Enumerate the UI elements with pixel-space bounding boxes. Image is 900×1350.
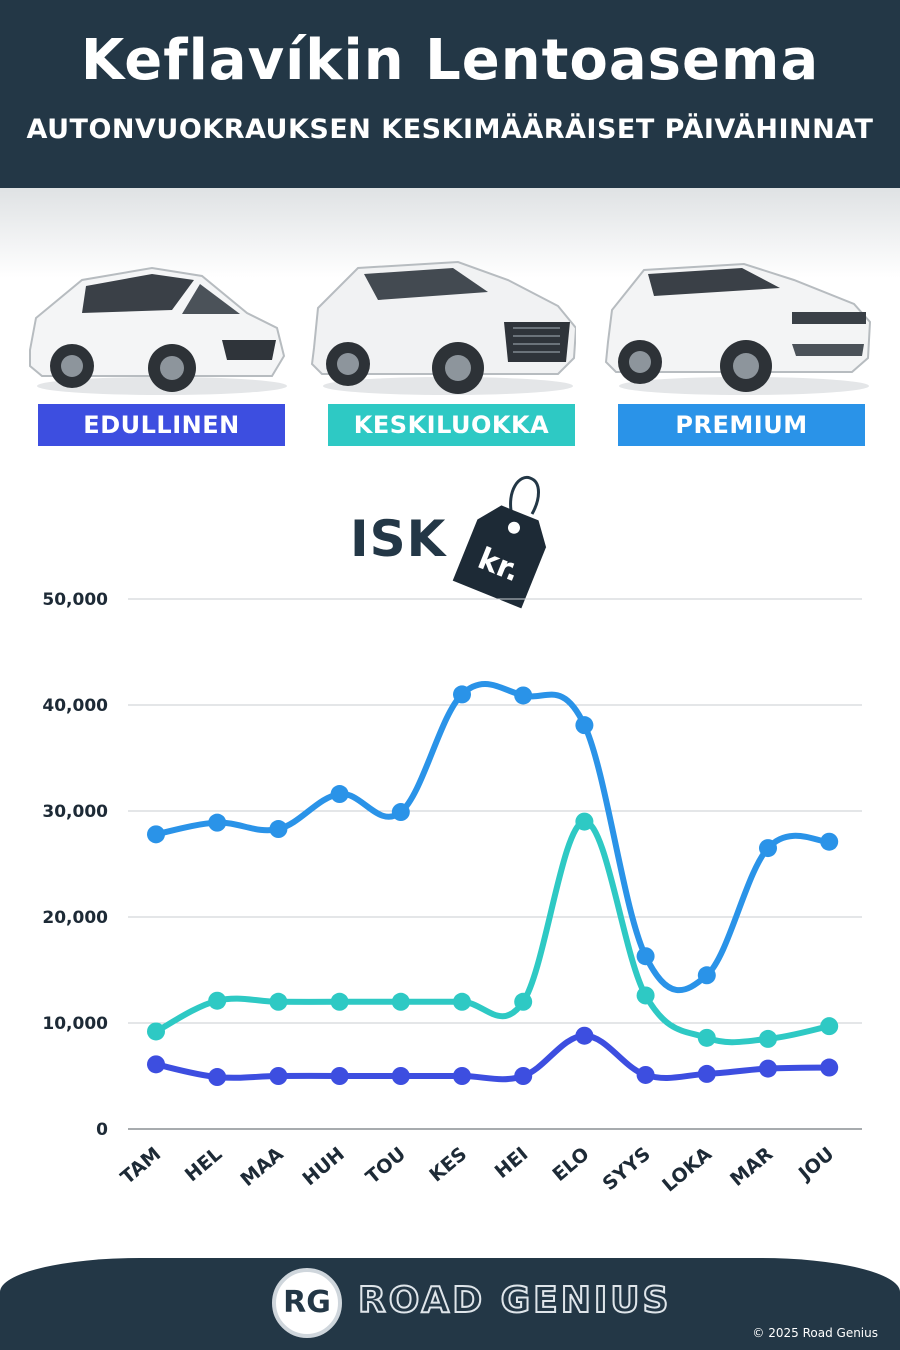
data-point bbox=[820, 1017, 839, 1036]
data-point bbox=[269, 1067, 288, 1085]
y-tick-label: 50,000 bbox=[42, 590, 108, 610]
suv-car-image bbox=[310, 260, 576, 395]
x-tick-label: KES bbox=[425, 1143, 471, 1186]
data-point bbox=[453, 992, 471, 1011]
data-point bbox=[514, 1067, 533, 1085]
data-point bbox=[575, 716, 594, 735]
data-point bbox=[453, 1067, 471, 1085]
data-point bbox=[514, 686, 533, 705]
x-axis-ticks: TAM HEL MAA HUH TOU KES HEI ELO SYYS LOKA MAR JOU bbox=[117, 1143, 839, 1197]
y-tick-label: 20,000 bbox=[42, 908, 108, 928]
header-banner: Keflavíkin Lentoasema AUTONVUOKRAUKSEN K… bbox=[0, 0, 900, 188]
category-badge-budget: EDULLINEN bbox=[38, 404, 285, 446]
data-point bbox=[759, 1059, 777, 1078]
x-tick-label: TOU bbox=[362, 1143, 410, 1188]
footer-bar bbox=[0, 1258, 900, 1350]
y-tick-label: 0 bbox=[96, 1120, 108, 1140]
data-point bbox=[636, 986, 655, 1005]
y-tick-label: 10,000 bbox=[42, 1014, 108, 1034]
data-point bbox=[820, 832, 839, 851]
data-point bbox=[269, 992, 288, 1011]
x-tick-label: HEI bbox=[491, 1143, 533, 1183]
y-axis-ticks: 0 10,000 20,000 30,000 40,000 50,000 bbox=[42, 590, 108, 1140]
data-point bbox=[636, 1065, 655, 1084]
luxury-suv-car-image bbox=[604, 262, 872, 395]
data-point bbox=[330, 1067, 349, 1085]
x-tick-label: HUH bbox=[298, 1143, 348, 1190]
x-tick-label: ELO bbox=[548, 1143, 593, 1186]
y-tick-label: 30,000 bbox=[42, 802, 108, 822]
price-tag-icon: kr. bbox=[452, 475, 547, 609]
page-subtitle: AUTONVUOKRAUKSEN KESKIMÄÄRÄISET PÄIVÄHIN… bbox=[26, 114, 874, 145]
data-point bbox=[391, 803, 410, 822]
chart-series bbox=[147, 681, 839, 1087]
data-point bbox=[575, 812, 594, 831]
x-tick-label: HEL bbox=[181, 1143, 227, 1186]
data-point bbox=[514, 992, 533, 1011]
x-tick-label: SYYS bbox=[599, 1143, 655, 1195]
category-badge-premium: PREMIUM bbox=[618, 404, 865, 446]
data-point bbox=[453, 685, 471, 704]
data-point bbox=[208, 1068, 227, 1087]
data-point bbox=[697, 1064, 716, 1083]
x-tick-label: MAA bbox=[236, 1143, 287, 1191]
x-tick-label: TAM bbox=[117, 1143, 166, 1189]
data-point bbox=[391, 1067, 410, 1085]
y-tick-label: 40,000 bbox=[42, 696, 108, 716]
brand-name: ROAD GENIUS bbox=[357, 1279, 672, 1322]
data-point bbox=[697, 966, 716, 985]
copyright-text: © 2025 Road Genius bbox=[752, 1326, 878, 1340]
category-badge-midsize: KESKILUOKKA bbox=[328, 404, 575, 446]
data-point bbox=[330, 785, 349, 804]
x-tick-label: LOKA bbox=[658, 1143, 716, 1197]
data-point bbox=[269, 820, 288, 839]
data-point bbox=[330, 992, 349, 1011]
data-point bbox=[208, 991, 227, 1010]
hatchback-car-image bbox=[29, 266, 287, 395]
data-point bbox=[697, 1028, 716, 1047]
series-line bbox=[153, 681, 833, 993]
data-point bbox=[147, 1055, 165, 1074]
x-tick-label: MAR bbox=[726, 1143, 777, 1191]
currency-label: ISK bbox=[350, 510, 447, 568]
data-point bbox=[147, 825, 165, 844]
data-point bbox=[391, 992, 410, 1011]
chart-grid bbox=[128, 598, 862, 1130]
data-point bbox=[820, 1058, 839, 1077]
data-point bbox=[759, 839, 777, 858]
data-point bbox=[636, 947, 655, 966]
brand-logo-icon: RG bbox=[272, 1268, 342, 1338]
page-title: Keflavíkin Lentoasema bbox=[80, 28, 820, 93]
data-point bbox=[208, 813, 227, 832]
data-point bbox=[759, 1029, 777, 1048]
data-point bbox=[147, 1022, 165, 1041]
data-point bbox=[575, 1026, 594, 1045]
x-tick-label: JOU bbox=[793, 1143, 838, 1186]
